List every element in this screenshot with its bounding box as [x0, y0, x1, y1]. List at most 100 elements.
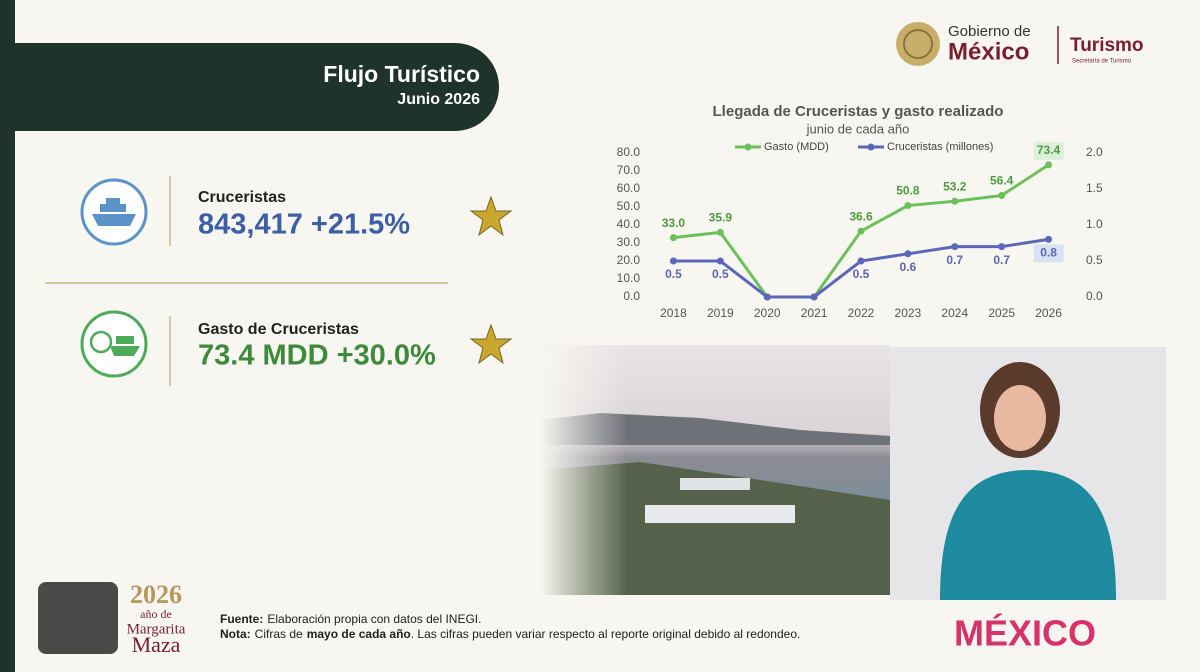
- ship-icon: [92, 198, 136, 226]
- data-point: [904, 202, 912, 210]
- chart: Llegada de Cruceristas y gasto realizado…: [617, 103, 1103, 320]
- chart-title: Llegada de Cruceristas y gasto realizado: [713, 103, 1004, 120]
- data-label: 0.5: [712, 267, 729, 281]
- y-tick-label: 70.0: [617, 163, 641, 177]
- legend-marker: [744, 143, 752, 151]
- star: [469, 323, 513, 365]
- x-tick-label: 2020: [754, 306, 781, 320]
- x-tick-label: 2022: [848, 306, 875, 320]
- data-label: 0.5: [665, 267, 682, 281]
- footer-label: Nota:: [220, 627, 251, 641]
- footer-note: Nota: Cifras de mayo de cada año. Las cifr…: [220, 627, 800, 641]
- data-label: 56.4: [990, 174, 1014, 188]
- footer-text: Elaboración propia con datos del INEGI.: [267, 612, 481, 626]
- y-tick-label: 1.0: [1086, 217, 1103, 231]
- legend-marker: [867, 143, 875, 151]
- y-tick-label: 0.0: [623, 289, 640, 303]
- data-point: [998, 243, 1006, 251]
- data-label: 33.0: [662, 216, 686, 230]
- data-label: 0.5: [853, 267, 870, 281]
- data-point: [1045, 235, 1053, 243]
- kpi-label: Cruceristas: [198, 189, 286, 206]
- badge-line: Margarita: [127, 621, 186, 637]
- data-label: 73.4: [1037, 143, 1061, 157]
- badge-year: 2026: [130, 580, 182, 609]
- interpreter-body: [940, 470, 1116, 600]
- footer-text: Cifras de: [255, 627, 303, 641]
- y-tick-label: 20.0: [617, 253, 641, 267]
- data-point: [1045, 161, 1053, 169]
- data-point: [716, 257, 724, 265]
- data-point: [669, 234, 677, 242]
- data-point: [810, 293, 818, 301]
- data-point: [951, 197, 959, 205]
- x-tick-label: 2018: [660, 306, 687, 320]
- footer-text: . Las cifras pueden variar respecto al r…: [411, 627, 801, 641]
- y-tick-label: 50.0: [617, 199, 641, 213]
- header-title: Flujo Turístico: [323, 61, 480, 87]
- data-label: 53.2: [943, 179, 967, 193]
- data-point: [763, 293, 771, 301]
- x-tick-label: 2024: [941, 306, 968, 320]
- data-label: 35.9: [709, 211, 733, 225]
- data-point: [904, 250, 912, 258]
- x-tick-label: 2025: [988, 306, 1015, 320]
- legend-label: Gasto (MDD): [764, 141, 829, 153]
- emblem: [896, 22, 940, 66]
- x-tick-label: 2019: [707, 306, 734, 320]
- x-tick-label: 2026: [1035, 306, 1062, 320]
- data-point: [857, 257, 865, 265]
- data-label: 36.6: [849, 209, 873, 223]
- portrait: [38, 582, 118, 654]
- logo-ministry-sub: Secretaría de Turismo: [1072, 59, 1132, 65]
- kpi-label: Gasto de Cruceristas: [198, 321, 359, 338]
- kpi-icon: [80, 310, 148, 378]
- side-strip: [0, 0, 15, 672]
- y-tick-label: 30.0: [617, 235, 641, 249]
- coin-icon: [89, 330, 113, 354]
- y-tick-label: 10.0: [617, 271, 641, 285]
- footer-text-bold: mayo de cada año: [307, 627, 411, 641]
- y-tick-label: 80.0: [617, 145, 641, 159]
- data-point: [951, 243, 959, 251]
- photo-fade: [540, 345, 890, 595]
- label-highlight: [1033, 141, 1064, 160]
- footer-source: Fuente: Elaboración propia con datos del …: [220, 612, 481, 626]
- badge-line: Maza: [132, 632, 181, 657]
- data-label: 50.8: [896, 184, 920, 198]
- footer-label: Fuente:: [220, 612, 263, 626]
- data-point: [857, 227, 865, 235]
- interpreter-face: [994, 385, 1046, 451]
- y-tick-label: 0.0: [1086, 289, 1103, 303]
- data-label: 0.8: [1040, 246, 1057, 260]
- emblem-ring: [903, 29, 933, 59]
- chart-subtitle: junio de cada año: [806, 121, 910, 136]
- ship-icon: [110, 336, 140, 356]
- y-tick-label: 0.5: [1086, 253, 1103, 267]
- x-tick-label: 2021: [801, 306, 828, 320]
- star: [469, 195, 513, 237]
- data-label: 0.7: [993, 253, 1010, 267]
- y-tick-label: 2.0: [1086, 145, 1103, 159]
- logo-ministry: Turismo: [1070, 35, 1144, 56]
- kpi-value: 73.4 MDD +30.0%: [198, 340, 436, 372]
- label-highlight: [1033, 244, 1064, 263]
- y-tick-label: 1.5: [1086, 181, 1103, 195]
- badge-line: año de: [140, 607, 172, 621]
- header-subtitle: Junio 2026: [397, 91, 480, 108]
- data-label: 0.6: [900, 260, 917, 274]
- y-tick-label: 60.0: [617, 181, 641, 195]
- kpi-value: 843,417 +21.5%: [198, 209, 410, 241]
- legend-label: Cruceristas (millones): [887, 141, 993, 153]
- data-label: 0.7: [946, 253, 963, 267]
- data-point: [998, 191, 1006, 199]
- y-tick-label: 40.0: [617, 217, 641, 231]
- brand-logo: MÉXICO: [954, 613, 1096, 654]
- logo-line2: México: [948, 38, 1029, 65]
- x-tick-label: 2023: [895, 306, 922, 320]
- data-point: [669, 257, 677, 265]
- header-band: [0, 43, 499, 131]
- data-point: [716, 228, 724, 236]
- logo-line1: Gobierno de: [948, 23, 1031, 40]
